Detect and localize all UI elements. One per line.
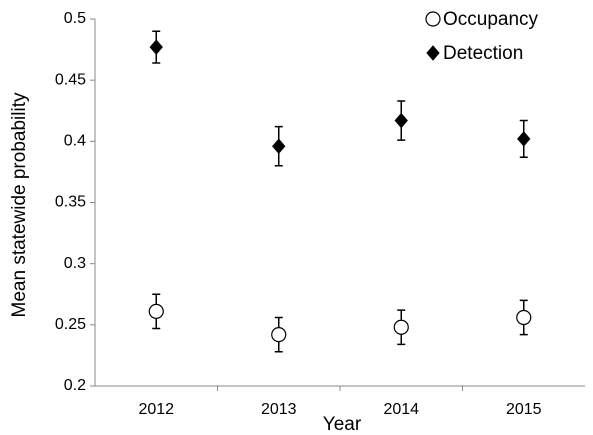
legend-marker [425, 11, 441, 27]
y-tick-label: 0.45 [55, 71, 86, 88]
legend-marker [426, 45, 440, 61]
point [516, 309, 532, 326]
point [393, 319, 409, 335]
y-tick-label: 0.25 [55, 316, 86, 333]
x-tick-label: 2015 [506, 401, 542, 418]
x-tick-label: 2014 [383, 401, 419, 418]
y-tick-label: 0.2 [64, 377, 86, 394]
point [517, 131, 531, 147]
point [148, 303, 164, 319]
x-tick-label: 2012 [138, 401, 174, 418]
x-axis-title: Year [323, 414, 362, 435]
y-tick-label: 0.5 [64, 10, 86, 27]
legend-label: Detection [443, 43, 523, 64]
y-tick-label: 0.35 [55, 194, 86, 211]
legend-label: Occupancy [443, 9, 539, 30]
y-tick-label: 0.4 [64, 133, 86, 150]
y-axis-title: Mean statewide probability [9, 92, 30, 317]
point [271, 327, 287, 343]
point [149, 39, 163, 55]
x-tick-label: 2013 [261, 401, 297, 418]
point [394, 112, 408, 129]
y-tick-label: 0.3 [64, 255, 86, 272]
point [272, 138, 286, 154]
